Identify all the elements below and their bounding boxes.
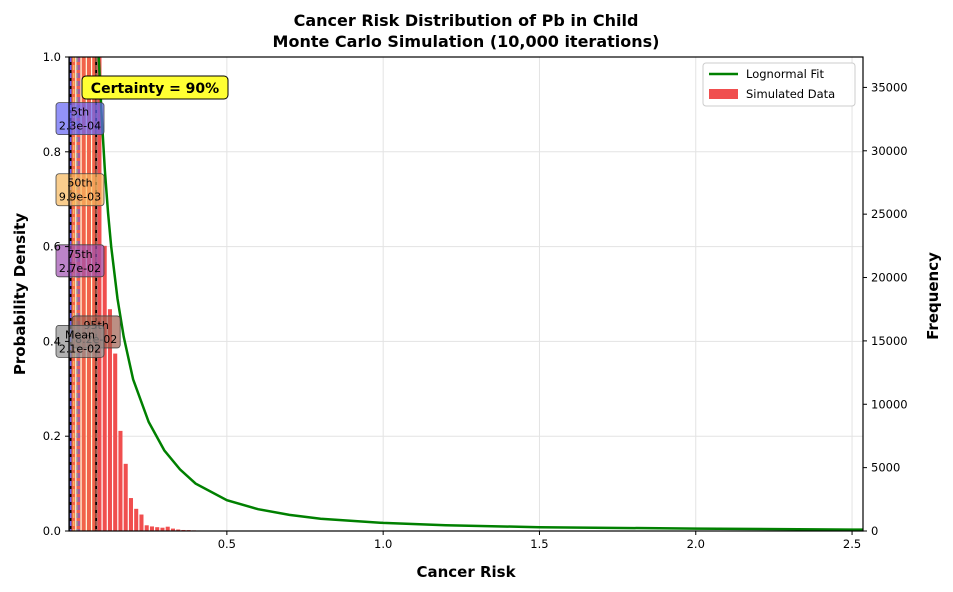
legend-box (702, 62, 856, 107)
histogram-bar (113, 353, 118, 531)
histogram-bar (107, 309, 112, 531)
y-right-tick-label: 25000 (871, 207, 908, 221)
certainty-badge-text: Certainty = 90% (91, 81, 219, 97)
histogram-bar (149, 526, 154, 531)
x-tick-label: 1.0 (374, 537, 392, 551)
histogram-bar (118, 430, 123, 531)
lognormal-fit-curve (97, 56, 863, 531)
y-axis-right-label: Frequency (924, 252, 942, 340)
fit-curve-layer (97, 56, 863, 531)
y-left-tick-label: 0.6 (43, 240, 61, 254)
y-right-tick-label: 10000 (871, 397, 908, 411)
percentile-label-name: 50th (67, 177, 92, 190)
plot-frame (68, 56, 864, 532)
certainty-badge-box (81, 75, 229, 100)
percentile-label-value: 2.7e-02 (59, 262, 101, 275)
histogram-bar (102, 245, 107, 531)
histogram-bar (170, 528, 175, 531)
y-right-tick-label: 35000 (871, 80, 908, 94)
percentile-label-box (55, 244, 105, 278)
axis-ticks: 0.5 1.0 1.5 2.0 2.5 0.0 0.2 0.4 0.6 0.8 1.0 0 5000 10… (43, 50, 908, 551)
y-right-tick-label: 20000 (871, 271, 908, 285)
histogram-bar (81, 57, 86, 531)
chart-title: Cancer Risk Distribution of Pb in Child (294, 11, 639, 30)
y-left-tick-label: 0.0 (43, 524, 61, 538)
chart-subtitle: Monte Carlo Simulation (10,000 iteration… (273, 32, 660, 51)
x-tick-label: 0.5 (218, 537, 236, 551)
percentile-label-name: 5th (71, 106, 89, 119)
legend: Lognormal Fit Simulated Data (702, 62, 856, 107)
histogram-bar (176, 529, 181, 531)
percentile-label-value: 2.3e-04 (59, 120, 101, 133)
x-axis-label: Cancer Risk (416, 563, 516, 581)
y-right-tick-label: 5000 (871, 461, 900, 475)
percentile-label-value: 9.9e-03 (59, 191, 101, 204)
percentile-lines (69, 57, 97, 531)
y-axis-left-label: Probability Density (11, 213, 29, 375)
certainty-badge: Certainty = 90% (81, 75, 229, 100)
legend-lognormal-label: Lognormal Fit (746, 67, 824, 81)
x-tick-label: 2.5 (843, 537, 861, 551)
y-right-tick-label: 30000 (871, 144, 908, 158)
histogram-bar (128, 498, 133, 531)
y-left-tick-label: 0.4 (43, 334, 61, 348)
histogram-bar (139, 514, 144, 531)
percentile-label-box (55, 324, 105, 358)
histogram-bar (155, 527, 160, 531)
legend-simulated-swatch (709, 89, 738, 99)
y-left-tick-label: 0.8 (43, 145, 61, 159)
percentile-label-name: 75th (67, 248, 92, 261)
percentile-label-value: 2.1e-02 (59, 342, 101, 355)
histogram-bar (160, 527, 165, 531)
histogram-bar (134, 508, 139, 531)
x-tick-label: 2.0 (687, 537, 705, 551)
percentile-label-box (55, 102, 105, 136)
grid-lines (69, 56, 863, 532)
histogram-bar (144, 525, 149, 531)
y-left-tick-label: 1.0 (43, 50, 61, 64)
histogram-bar (97, 57, 102, 531)
histogram-bar (165, 526, 170, 531)
y-right-tick-label: 15000 (871, 334, 908, 348)
y-left-tick-label: 0.2 (43, 429, 61, 443)
certainty-shade (70, 57, 97, 531)
histogram-bar (92, 57, 97, 531)
percentile-label-name: Mean (65, 328, 95, 341)
percentile-label-box (55, 173, 105, 207)
x-tick-label: 1.5 (530, 537, 548, 551)
legend-simulated-label: Simulated Data (746, 87, 835, 101)
y-right-tick-label: 0 (871, 524, 878, 538)
histogram-bar (123, 463, 128, 531)
histogram-bar (86, 57, 91, 531)
